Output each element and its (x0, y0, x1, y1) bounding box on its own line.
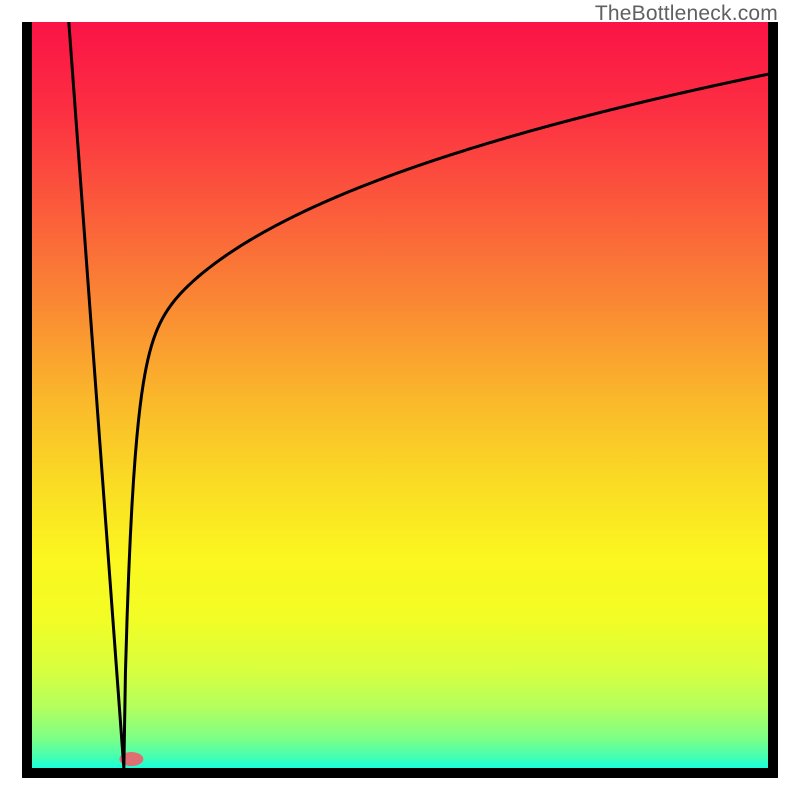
curve-layer (32, 22, 768, 768)
bottleneck-curve (69, 22, 768, 768)
plot-area (22, 22, 778, 778)
chart-container: { "watermark": { "text": "TheBottleneck.… (0, 0, 800, 800)
